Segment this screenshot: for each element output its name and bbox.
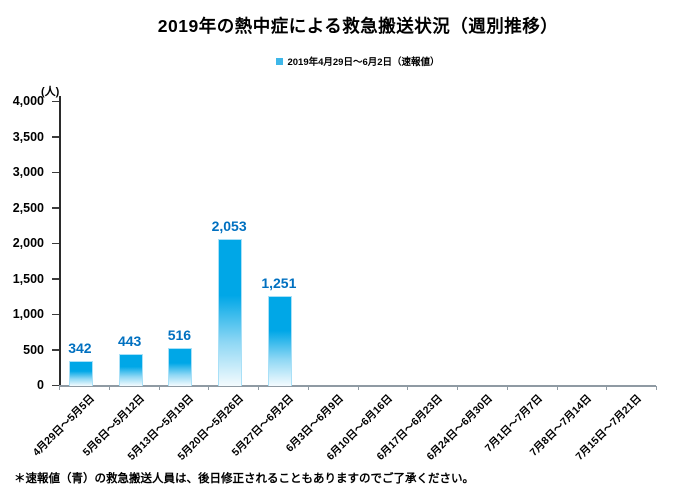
y-tick-mark (52, 384, 59, 386)
x-tick-mark (158, 386, 160, 390)
y-tick-mark (52, 207, 59, 209)
y-tick-label: 3,500 (12, 129, 44, 144)
y-tick-mark (52, 136, 59, 138)
footnote: ＊速報値（青）の救急搬送人員は、後日修正されることもありますのでご了承ください。 (14, 473, 474, 485)
bar-value-label: 443 (117, 332, 142, 349)
x-tick-mark (506, 386, 508, 390)
bar (218, 239, 243, 386)
y-tick-mark (52, 242, 59, 244)
y-tick-mark (52, 349, 59, 351)
x-tick-mark (556, 386, 558, 390)
x-tick-mark (357, 386, 359, 390)
x-tick-mark (307, 386, 309, 390)
bar-value-label: 1,251 (261, 275, 297, 292)
chart-title: 2019年の熱中症による救急搬送状況（週別推移） (157, 16, 559, 36)
x-tick-mark (457, 386, 458, 390)
x-tick-mark (656, 386, 657, 390)
bar-value-label: 516 (167, 327, 192, 344)
y-tick-label: 4,000 (12, 94, 44, 108)
y-tick-mark (52, 278, 59, 280)
y-axis-unit-label: (人) (41, 86, 60, 98)
y-tick-label: 0 (37, 378, 44, 392)
x-axis-line (59, 385, 656, 387)
x-tick-mark (108, 386, 110, 390)
bar-value-label: 342 (68, 339, 92, 356)
bar (68, 360, 93, 386)
legend-marker-icon (276, 57, 284, 65)
x-tick-mark (606, 386, 608, 390)
y-tick-label: 2,000 (12, 236, 44, 250)
x-tick-mark (208, 386, 210, 390)
bar (267, 296, 292, 386)
y-tick-label: 1,500 (12, 271, 44, 286)
y-tick-label: 1,000 (12, 307, 44, 321)
y-tick-label: 500 (23, 342, 44, 357)
bar (118, 353, 143, 386)
y-tick-label: 2,500 (12, 200, 44, 215)
x-tick-mark (407, 386, 409, 390)
y-tick-label: 3,000 (12, 165, 44, 179)
legend-label: 2019年4月29日～6月2日（速報値） (287, 57, 440, 68)
y-tick-mark (52, 100, 59, 102)
y-tick-mark (52, 313, 59, 315)
x-tick-mark (258, 386, 259, 390)
y-tick-mark (52, 171, 59, 173)
bar-value-label: 2,053 (211, 218, 247, 235)
x-tick-mark (59, 386, 60, 390)
y-axis-line (59, 96, 61, 386)
bar (168, 348, 193, 386)
legend: 2019年4月29日～6月2日（速報値） (36, 54, 680, 68)
